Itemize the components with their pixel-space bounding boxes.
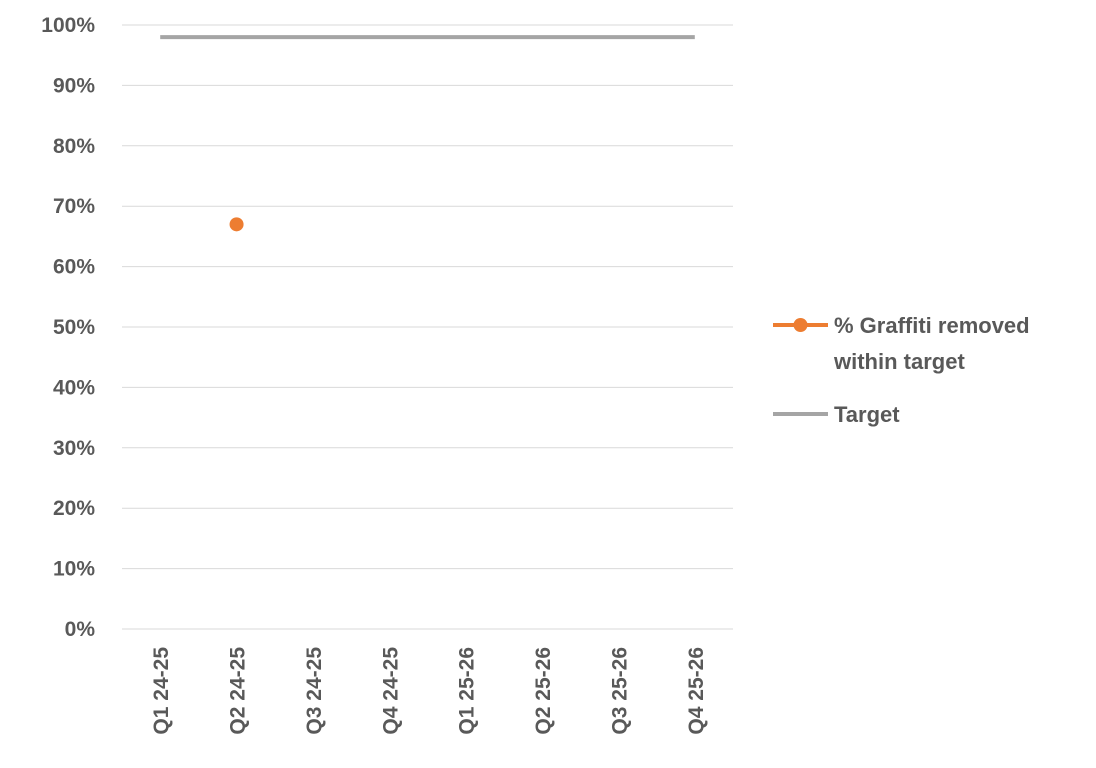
legend-label-graffiti: % Graffiti removed — [834, 313, 1030, 338]
y-tick-label: 80% — [53, 135, 95, 158]
legend-marker-graffiti — [793, 318, 808, 332]
x-tick-label: Q1 25-26 — [456, 647, 479, 735]
y-tick-label: 10% — [53, 558, 95, 581]
series-marks — [160, 35, 695, 232]
y-tick-label: 0% — [65, 618, 96, 641]
legend: % Graffiti removed within target Target — [773, 313, 1030, 427]
x-tick-label: Q3 25-26 — [608, 647, 631, 735]
x-tick-label: Q3 24-25 — [303, 647, 326, 735]
y-axis-tick-labels: 0% 10% 20% 30% 40% 50% 60% 70% 80% 90% 100% — [41, 14, 95, 641]
x-tick-label: Q4 25-26 — [685, 647, 708, 735]
x-tick-label: Q2 25-26 — [532, 647, 555, 735]
y-tick-label: 30% — [53, 437, 95, 460]
y-tick-label: 40% — [53, 376, 95, 399]
legend-label-target: Target — [834, 402, 900, 427]
x-tick-label: Q4 24-25 — [379, 647, 402, 735]
y-tick-label: 100% — [41, 14, 95, 37]
x-tick-label: Q2 24-25 — [227, 647, 250, 735]
y-tick-label: 60% — [53, 256, 95, 279]
data-point-graffiti — [229, 217, 244, 232]
y-tick-label: 90% — [53, 74, 95, 97]
legend-label-graffiti: within target — [833, 349, 965, 374]
gridlines — [122, 24, 733, 630]
y-tick-label: 70% — [53, 195, 95, 218]
y-tick-label: 20% — [53, 497, 95, 520]
x-tick-label: Q1 24-25 — [150, 647, 173, 735]
x-axis-tick-labels: Q1 24-25 Q2 24-25 Q3 24-25 Q4 24-25 Q1 25-26… — [150, 647, 708, 735]
y-tick-label: 50% — [53, 316, 95, 339]
